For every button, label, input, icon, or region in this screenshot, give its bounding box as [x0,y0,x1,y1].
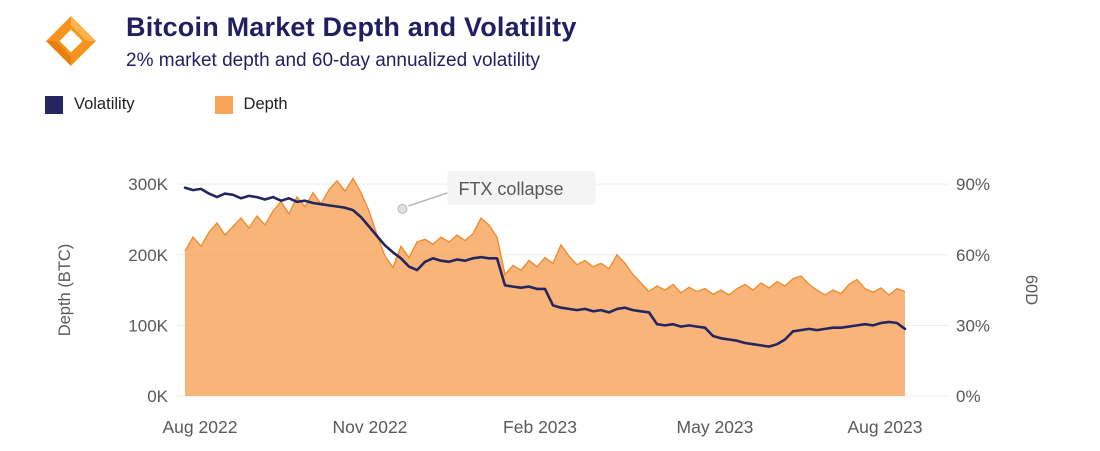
left-axis-tick: 200K [128,246,168,265]
right-axis-tick: 0% [956,387,981,406]
chart-title: Bitcoin Market Depth and Volatility [126,12,577,42]
legend: Volatility Depth [45,95,288,114]
left-axis-tick: 300K [128,175,168,194]
legend-label-depth: Depth [243,95,288,113]
x-axis-tick: Aug 2023 [848,417,923,437]
left-axis-title: Depth (BTC) [56,244,74,337]
volatility-line-series [183,186,907,348]
volatility-swatch [45,95,63,114]
chart-subtitle: 2% market depth and 60-day annualized vo… [126,50,541,71]
annotation-box [447,170,596,205]
legend-item-depth[interactable]: Depth [214,95,288,114]
titles: Bitcoin Market Depth and Volatility 2% m… [126,12,577,72]
depth-swatch [214,95,233,114]
left-axis-tick: 0K [147,387,168,406]
x-axis-tick: Feb 2023 [503,417,577,437]
chart-header: Bitcoin Market Depth and Volatility 2% m… [44,12,577,72]
x-axis-tick: Aug 2022 [163,417,238,437]
kaiko-logo-icon [46,16,96,66]
right-axis-tick: 30% [956,316,990,335]
right-axis-tick: 60% [956,246,990,265]
depth-area-outline [184,177,906,296]
annotation-dot [397,203,408,214]
depth-area-series [185,178,905,396]
annotation-connector [408,191,451,207]
x-axis-tick: Nov 2022 [333,417,408,437]
legend-label-volatility: Volatility [74,95,135,113]
annotation-label: FTX collapse [458,179,563,199]
x-axis-tick: May 2023 [677,417,754,437]
right-axis-tick: 90% [956,175,990,194]
legend-item-volatility[interactable]: Volatility [45,95,135,114]
left-axis-tick: 100K [128,316,168,335]
right-axis-title: 60D [1022,275,1040,305]
